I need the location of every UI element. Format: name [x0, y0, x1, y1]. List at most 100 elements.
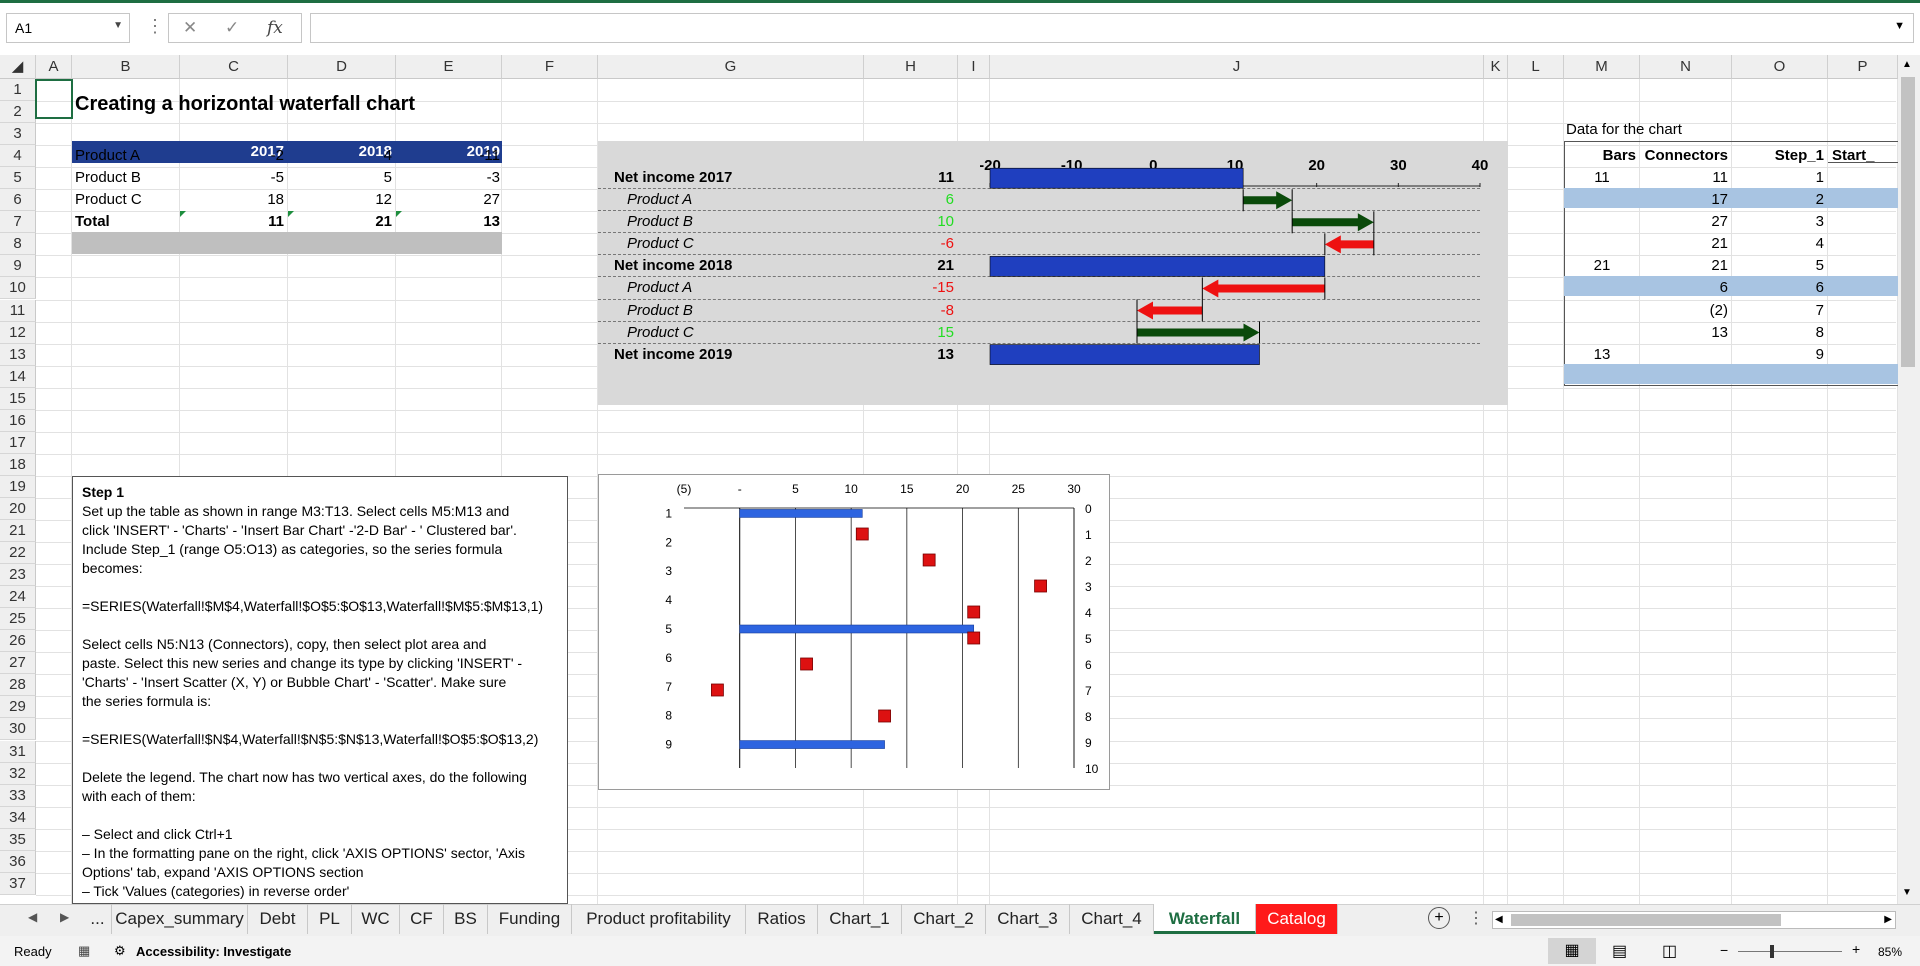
- formula-input[interactable]: ▼: [310, 13, 1914, 43]
- row-header-12[interactable]: 12: [0, 321, 36, 344]
- accessibility-status[interactable]: Accessibility: Investigate: [136, 944, 292, 959]
- row-header-11[interactable]: 11: [0, 299, 36, 322]
- hscroll-left-icon[interactable]: ◀: [1495, 914, 1503, 925]
- row-header-36[interactable]: 36: [0, 850, 36, 873]
- waterfall-total-bar[interactable]: [989, 167, 1244, 189]
- row-header-17[interactable]: 17: [0, 431, 36, 454]
- chart-bar[interactable]: [739, 624, 975, 634]
- column-header-k[interactable]: K: [1484, 55, 1508, 79]
- expand-formula-icon[interactable]: ▼: [1894, 20, 1905, 32]
- row-header-21[interactable]: 21: [0, 520, 36, 543]
- row-header-28[interactable]: 28: [0, 674, 36, 697]
- column-header-o[interactable]: O: [1732, 55, 1828, 79]
- scatter-point[interactable]: [922, 553, 936, 567]
- row-header-24[interactable]: 24: [0, 586, 36, 609]
- column-header-a[interactable]: A: [36, 55, 72, 79]
- tab-chart_1[interactable]: Chart_1: [818, 904, 902, 934]
- row-header-4[interactable]: 4: [0, 145, 36, 168]
- row-header-27[interactable]: 27: [0, 652, 36, 675]
- scatter-point[interactable]: [800, 657, 813, 671]
- column-header-n[interactable]: N: [1640, 55, 1732, 79]
- row-header-23[interactable]: 23: [0, 564, 36, 587]
- tab-ratios[interactable]: Ratios: [746, 904, 818, 934]
- insert-function-icon[interactable]: fx: [267, 18, 283, 38]
- more-options-icon[interactable]: ⋮: [146, 16, 164, 36]
- enter-icon[interactable]: ✓: [225, 18, 240, 37]
- tab-cf[interactable]: CF: [400, 904, 444, 934]
- column-header-e[interactable]: E: [396, 55, 502, 79]
- chevron-down-icon[interactable]: ▼: [113, 20, 123, 31]
- accessibility-icon[interactable]: ⚙: [114, 943, 126, 958]
- column-header-b[interactable]: B: [72, 55, 180, 79]
- zoom-slider-thumb[interactable]: [1770, 945, 1774, 958]
- column-header-p[interactable]: P: [1828, 55, 1898, 79]
- column-header-d[interactable]: D: [288, 55, 396, 79]
- horizontal-scrollbar[interactable]: ◀ ▶: [1492, 911, 1896, 929]
- name-box[interactable]: A1 ▼: [6, 13, 130, 43]
- tab-product-profitability[interactable]: Product profitability: [572, 904, 746, 934]
- scatter-point[interactable]: [1034, 579, 1047, 593]
- hscroll-thumb[interactable]: [1511, 914, 1781, 926]
- waterfall-chart[interactable]: -20 -10 0 10 20 30 40: [980, 150, 1500, 390]
- instructions-textbox[interactable]: Step 1 Set up the table as shown in range…: [72, 476, 568, 904]
- select-all-corner[interactable]: ◢: [0, 55, 36, 79]
- column-header-m[interactable]: M: [1564, 55, 1640, 79]
- scroll-down-icon[interactable]: ▼: [1902, 887, 1912, 898]
- row-header-7[interactable]: 7: [0, 211, 36, 234]
- row-header-8[interactable]: 8: [0, 233, 36, 256]
- row-header-15[interactable]: 15: [0, 387, 36, 410]
- tab-chart_4[interactable]: Chart_4: [1070, 904, 1154, 934]
- chart-bar[interactable]: [739, 509, 863, 518]
- row-header-22[interactable]: 22: [0, 542, 36, 565]
- zoom-slider[interactable]: [1738, 951, 1842, 952]
- chart-bar[interactable]: [739, 740, 885, 749]
- page-layout-view-icon[interactable]: ▤: [1612, 943, 1628, 960]
- column-header-l[interactable]: L: [1508, 55, 1564, 79]
- row-header-16[interactable]: 16: [0, 409, 36, 432]
- tab-debt[interactable]: Debt: [248, 904, 308, 934]
- column-header-f[interactable]: F: [502, 55, 598, 79]
- row-header-3[interactable]: 3: [0, 123, 36, 146]
- row-header-1[interactable]: 1: [0, 79, 36, 102]
- row-header-6[interactable]: 6: [0, 189, 36, 212]
- tab-funding[interactable]: Funding: [488, 904, 572, 934]
- row-header-37[interactable]: 37: [0, 872, 36, 895]
- tab-wc[interactable]: WC: [352, 904, 400, 934]
- scroll-up-icon[interactable]: ▲: [1902, 59, 1912, 70]
- hscroll-right-icon[interactable]: ▶: [1884, 914, 1892, 925]
- tab-pl[interactable]: PL: [308, 904, 352, 934]
- scatter-point[interactable]: [967, 605, 981, 619]
- row-header-18[interactable]: 18: [0, 453, 36, 476]
- row-header-9[interactable]: 9: [0, 255, 36, 278]
- waterfall-up-arrow[interactable]: [1136, 321, 1260, 344]
- row-header-20[interactable]: 20: [0, 497, 36, 520]
- waterfall-down-arrow[interactable]: [1136, 299, 1203, 322]
- waterfall-down-arrow[interactable]: [1201, 277, 1326, 300]
- tab-overflow[interactable]: ...: [84, 904, 112, 934]
- tab-waterfall[interactable]: Waterfall: [1154, 904, 1256, 934]
- row-header-34[interactable]: 34: [0, 806, 36, 829]
- vertical-scrollbar[interactable]: ▲ ▼: [1898, 55, 1920, 904]
- tab-chart_2[interactable]: Chart_2: [902, 904, 986, 934]
- waterfall-total-bar[interactable]: [989, 256, 1326, 277]
- scatter-point[interactable]: [878, 709, 891, 723]
- row-header-31[interactable]: 31: [0, 740, 36, 763]
- row-header-26[interactable]: 26: [0, 630, 36, 653]
- waterfall-up-arrow[interactable]: [1291, 211, 1375, 234]
- tab-catalog[interactable]: Catalog: [1256, 904, 1338, 934]
- bar-scatter-chart[interactable]: (5) - 5 10 15 20 25 30 0 1 2 3 4 5 6 7 8 9 10 1 2 3 4 5 6 7 8 9: [600, 476, 1108, 788]
- tab-prev-icon[interactable]: ◀: [28, 910, 38, 924]
- macro-record-icon[interactable]: ▦: [78, 943, 91, 958]
- column-header-h[interactable]: H: [864, 55, 958, 79]
- column-header-c[interactable]: C: [180, 55, 288, 79]
- row-header-30[interactable]: 30: [0, 718, 36, 741]
- normal-view-icon[interactable]: ▦: [1548, 938, 1596, 964]
- tab-capex_summary[interactable]: Capex_summary: [112, 904, 248, 934]
- row-header-2[interactable]: 2: [0, 101, 36, 124]
- row-header-29[interactable]: 29: [0, 696, 36, 719]
- tab-bs[interactable]: BS: [444, 904, 488, 934]
- column-header-g[interactable]: G: [598, 55, 864, 79]
- row-header-10[interactable]: 10: [0, 277, 36, 300]
- row-header-25[interactable]: 25: [0, 608, 36, 631]
- selected-cell-a1[interactable]: [35, 79, 73, 119]
